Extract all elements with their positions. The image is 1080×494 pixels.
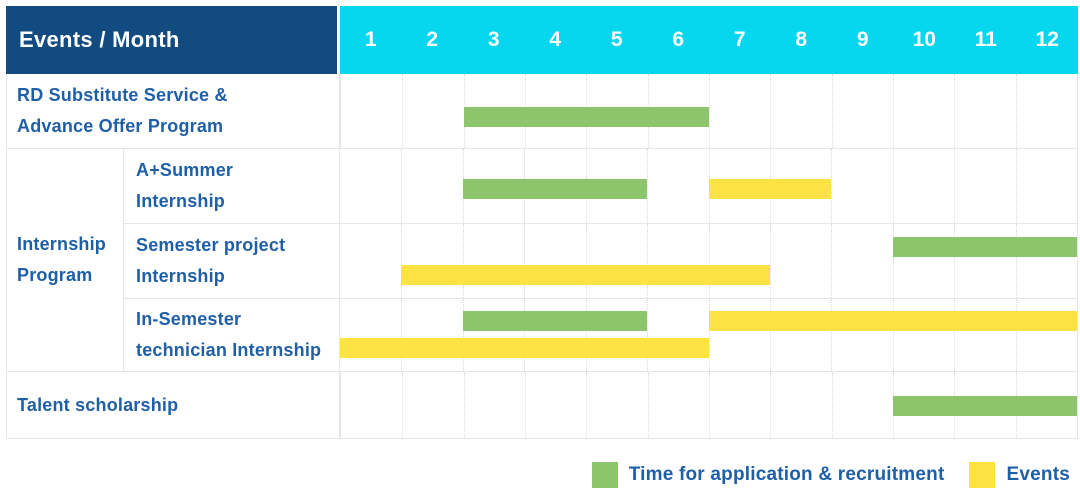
table-body: RD Substitute Service & Advance Offer Pr… (6, 74, 1078, 439)
month-gridline (769, 224, 771, 298)
month-header-7: 7 (733, 28, 746, 51)
recruitment-bar (463, 107, 709, 127)
month-header-6: 6 (672, 28, 685, 51)
legend-label-events: Events (1006, 464, 1070, 485)
month-header-row: 1 2 3 4 5 6 7 8 9 10 11 12 (340, 6, 1078, 74)
legend-item-events: Events (969, 462, 1070, 488)
month-gridline (831, 74, 833, 148)
month-header-4: 4 (549, 28, 562, 51)
legend-label-recruitment: Time for application & recruitment (628, 464, 945, 485)
month-gridline (647, 149, 649, 223)
internship-program-group: Internship Program A+Summer Internship S… (7, 149, 1077, 372)
month-gridline (524, 299, 526, 371)
month-gridline (831, 372, 833, 438)
table-row: In-Semester technician Internship (124, 298, 1077, 371)
month-gridline (954, 74, 956, 148)
legend: Time for application & recruitment Event… (591, 462, 1070, 488)
month-gridline (709, 74, 710, 148)
month-gridline (892, 149, 894, 223)
group-label-internship-program: Internship Program (7, 149, 124, 371)
month-gridline (770, 372, 772, 438)
row-month-area (339, 299, 1077, 371)
group-sub-rows: A+Summer Internship Semester project Int… (124, 149, 1077, 371)
month-header-5: 5 (610, 28, 623, 51)
month-gridline (831, 224, 833, 298)
row-label-in-semester-technician: In-Semester technician Internship (136, 309, 322, 360)
row-month-area (339, 149, 1077, 223)
month-gridline (524, 224, 526, 298)
table-row: Semester project Internship (124, 223, 1077, 298)
month-gridline (892, 224, 894, 298)
month-gridline (709, 372, 710, 438)
events-bar (708, 311, 1077, 331)
month-gridline (893, 74, 894, 148)
recruitment-bar (893, 396, 1077, 416)
month-gridline (708, 224, 710, 298)
table-row: A+Summer Internship (124, 149, 1077, 223)
month-gridline (954, 299, 956, 371)
events-bar (708, 179, 832, 199)
events-bar (340, 338, 709, 358)
header-events-month-label: Events / Month (6, 6, 337, 74)
events-month-table: Events / Month 1 2 3 4 5 6 7 8 9 10 11 12 RD Substi… (6, 6, 1078, 439)
legend-item-recruitment: Time for application & recruitment (591, 462, 945, 488)
month-header-3: 3 (487, 28, 500, 51)
month-header-11: 11 (974, 28, 997, 51)
recruitment-bar (892, 237, 1077, 257)
month-gridline (647, 224, 649, 298)
row-month-area (339, 224, 1077, 298)
month-gridline (525, 372, 526, 438)
table-row: Talent scholarship (7, 372, 1077, 438)
month-gridline (647, 372, 649, 438)
table-header-row: Events / Month 1 2 3 4 5 6 7 8 9 10 11 12 (6, 6, 1078, 74)
row-month-area (340, 372, 1077, 438)
month-gridline (463, 372, 465, 438)
month-gridline (402, 372, 404, 438)
month-gridline (831, 299, 833, 371)
row-label-rd-substitute: RD Substitute Service & Advance Offer Pr… (7, 74, 340, 148)
month-gridline (708, 299, 710, 371)
month-gridline (1015, 299, 1017, 371)
month-gridline (401, 299, 403, 371)
month-gridline (402, 74, 404, 148)
month-gridline (769, 299, 771, 371)
month-gridline (401, 149, 403, 223)
month-header-12: 12 (1035, 28, 1059, 51)
month-header-10: 10 (912, 28, 936, 51)
month-gridline (770, 74, 772, 148)
month-gridline (1015, 224, 1017, 298)
recruitment-bar (462, 311, 648, 331)
month-header-9: 9 (856, 28, 869, 51)
recruitment-bar (462, 179, 648, 199)
month-gridline (1015, 149, 1017, 223)
month-gridline (401, 224, 403, 298)
events-yellow-swatch (969, 462, 996, 488)
month-gridline (462, 299, 464, 371)
recruitment-green-swatch (591, 462, 618, 488)
month-gridline (892, 299, 894, 371)
row-month-area (340, 74, 1077, 148)
month-gridline (585, 224, 587, 298)
month-gridline (462, 224, 464, 298)
month-gridline (954, 224, 956, 298)
month-gridline (954, 149, 956, 223)
month-gridline (647, 299, 649, 371)
row-label-semester-project: Semester project Internship (136, 235, 286, 286)
month-gridline (1015, 74, 1017, 148)
month-header-8: 8 (795, 28, 808, 51)
month-gridline (831, 149, 833, 223)
month-gridline (586, 372, 588, 438)
row-label-talent-scholarship: Talent scholarship (7, 372, 340, 438)
table-row: RD Substitute Service & Advance Offer Pr… (7, 74, 1077, 149)
month-header-1: 1 (364, 28, 377, 51)
row-label-a-plus-summer: A+Summer Internship (136, 160, 234, 211)
month-gridline (585, 299, 587, 371)
events-bar (401, 265, 770, 285)
month-header-2: 2 (426, 28, 439, 51)
